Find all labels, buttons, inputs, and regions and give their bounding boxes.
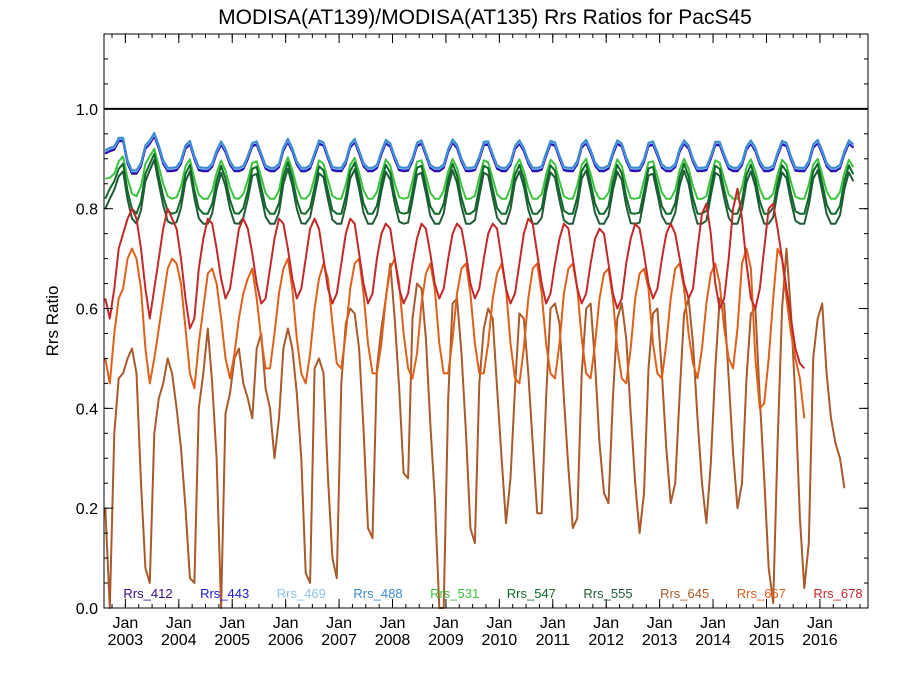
legend-label-rrs-667: Rrs_667 — [737, 586, 786, 601]
x-tick-label-year: 2010 — [482, 632, 518, 649]
y-tick-label: 1.0 — [76, 102, 98, 119]
legend-label-rrs-555: Rrs_555 — [583, 586, 632, 601]
axis-ticks: 0.00.20.40.60.81.0Jan2003Jan2004Jan2005J… — [76, 33, 868, 649]
y-tick-label: 0.0 — [76, 601, 98, 618]
series-layer — [104, 131, 855, 609]
series-line-rrs-667 — [104, 247, 806, 419]
x-tick-label-year: 2008 — [375, 632, 411, 649]
y-axis-label: Rrs Ratio — [43, 286, 62, 357]
series-line-rrs-488 — [104, 131, 854, 172]
legend-label-rrs-443: Rrs_443 — [200, 586, 249, 601]
x-tick-label-year: 2006 — [268, 632, 304, 649]
series-line-rrs-547 — [104, 152, 855, 215]
x-tick-label-year: 2011 — [536, 632, 571, 649]
x-tick-label-year: 2013 — [642, 632, 678, 649]
legend-label-rrs-469: Rrs_469 — [277, 586, 326, 601]
y-tick-label: 0.4 — [76, 401, 98, 418]
x-tick-label-month: Jan — [166, 615, 192, 632]
x-tick-label-month: Jan — [112, 615, 138, 632]
x-tick-label-month: Jan — [273, 615, 299, 632]
x-tick-label-year: 2007 — [321, 632, 357, 649]
x-tick-label-year: 2012 — [588, 632, 624, 649]
legend-label-rrs-678: Rrs_678 — [813, 586, 862, 601]
x-tick-label-month: Jan — [754, 615, 780, 632]
legend-label-rrs-645: Rrs_645 — [660, 586, 709, 601]
x-tick-label-month: Jan — [219, 615, 245, 632]
x-tick-label-month: Jan — [593, 615, 619, 632]
x-tick-label-year: 2009 — [428, 632, 464, 649]
chart-title: MODISA(AT139)/MODISA(AT135) Rrs Ratios f… — [218, 6, 752, 29]
series-line-rrs-531 — [105, 147, 855, 200]
x-tick-label-year: 2003 — [108, 632, 144, 649]
x-tick-label-month: Jan — [807, 615, 833, 632]
series-line-rrs-555 — [104, 158, 855, 225]
legend-label-rrs-488: Rrs_488 — [353, 586, 402, 601]
series-line-rrs-678 — [104, 187, 806, 370]
x-tick-label-month: Jan — [380, 615, 406, 632]
y-tick-label: 0.6 — [76, 302, 98, 319]
x-tick-label-year: 2005 — [214, 632, 250, 649]
x-tick-label-month: Jan — [433, 615, 459, 632]
x-tick-label-month: Jan — [647, 615, 673, 632]
x-tick-label-month: Jan — [486, 615, 512, 632]
x-tick-label-month: Jan — [540, 615, 566, 632]
legend-label-rrs-412: Rrs_412 — [123, 586, 172, 601]
legend-label-rrs-531: Rrs_531 — [430, 586, 479, 601]
legend-label-rrs-547: Rrs_547 — [507, 586, 556, 601]
legend: Rrs_412 Rrs_443 Rrs_469 Rrs_488 Rrs_531 Rrs_5… — [123, 586, 862, 601]
x-tick-label-month: Jan — [326, 615, 352, 632]
x-tick-label-month: Jan — [700, 615, 726, 632]
y-tick-label: 0.8 — [76, 202, 98, 219]
x-tick-label-year: 2016 — [802, 632, 838, 649]
y-tick-label: 0.2 — [76, 501, 98, 518]
x-tick-label-year: 2004 — [161, 632, 197, 649]
x-tick-label-year: 2014 — [695, 632, 731, 649]
x-tick-label-year: 2015 — [749, 632, 785, 649]
